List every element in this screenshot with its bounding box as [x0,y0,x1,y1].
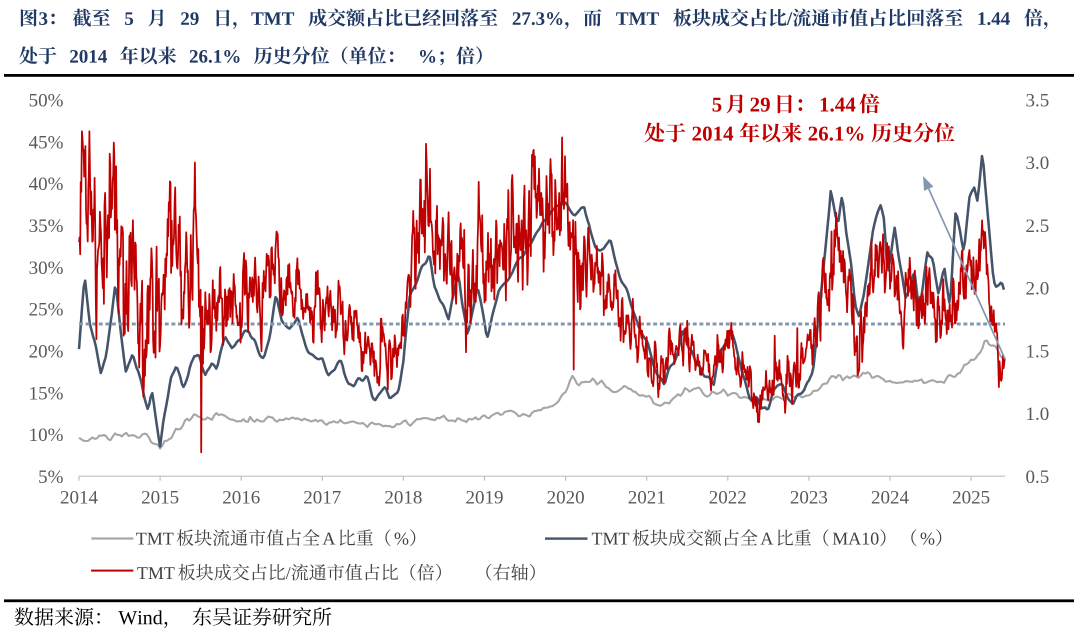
svg-text:2024: 2024 [871,488,910,509]
svg-text:35%: 35% [29,216,64,237]
svg-text:2015: 2015 [141,488,179,509]
svg-text:2022: 2022 [709,488,747,509]
svg-text:40%: 40% [29,174,64,195]
svg-text:2021: 2021 [628,488,666,509]
svg-text:2017: 2017 [303,488,341,509]
svg-text:1.5: 1.5 [1026,341,1050,362]
svg-text:0.5: 0.5 [1026,467,1050,488]
svg-text:2025: 2025 [952,488,990,509]
svg-text:2014: 2014 [60,488,99,509]
svg-text:50%: 50% [29,91,64,112]
svg-text:2.5: 2.5 [1026,216,1050,237]
svg-text:2020: 2020 [547,488,585,509]
svg-text:3.5: 3.5 [1026,91,1050,112]
svg-text:20%: 20% [29,341,64,362]
svg-text:3.0: 3.0 [1026,153,1050,174]
svg-text:15%: 15% [29,383,64,404]
svg-text:2023: 2023 [790,488,828,509]
svg-text:5%: 5% [38,467,64,488]
svg-text:1.0: 1.0 [1026,404,1050,425]
svg-text:45%: 45% [29,132,64,153]
svg-text:30%: 30% [29,258,64,279]
svg-text:2016: 2016 [222,488,260,509]
svg-text:2.0: 2.0 [1026,279,1050,300]
svg-text:10%: 10% [29,425,64,446]
svg-text:25%: 25% [29,300,64,321]
svg-text:2019: 2019 [466,488,504,509]
svg-text:2018: 2018 [384,488,422,509]
